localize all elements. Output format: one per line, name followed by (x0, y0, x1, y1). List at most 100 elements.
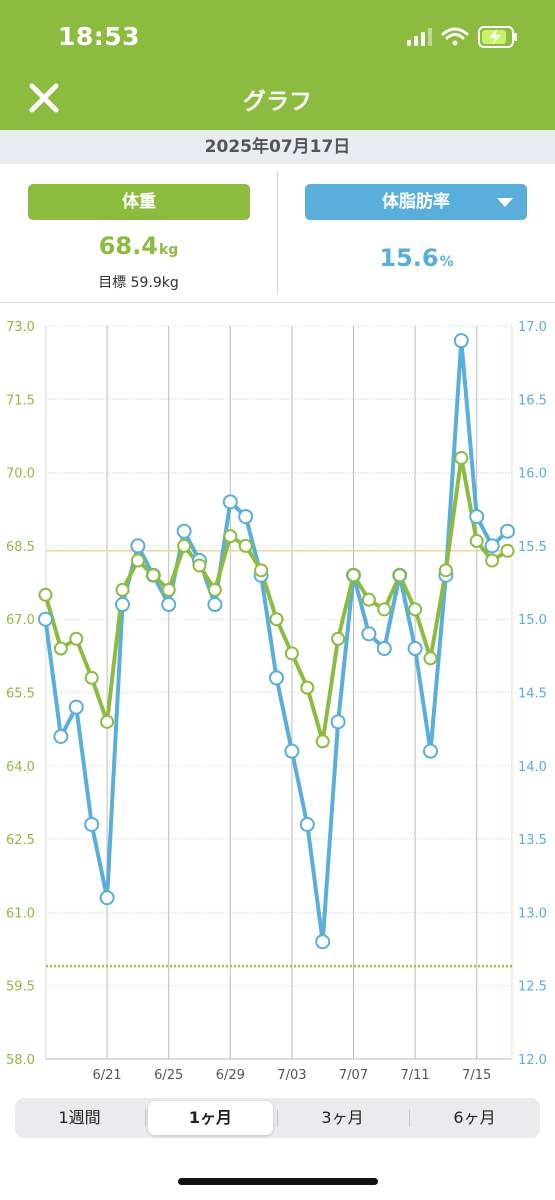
period-separator (145, 1109, 146, 1127)
period-3-months[interactable]: 3ヶ月 (321, 1108, 364, 1127)
y-right-tick-label: 16.0 (518, 467, 547, 482)
y-left-tick-label: 71.5 (6, 393, 35, 408)
x-tick-label: 7/15 (462, 1068, 491, 1083)
period-1-month[interactable]: 1ヶ月 (148, 1101, 273, 1135)
cellular-signal-icon (407, 28, 432, 46)
page-title: グラフ (243, 89, 312, 115)
x-tick-label: 7/07 (339, 1068, 368, 1083)
app-header: 18:53 (0, 0, 555, 130)
weight-button[interactable]: 体重 (28, 184, 250, 220)
body-fat-point (176, 523, 192, 539)
weight-point (84, 670, 99, 685)
weight-point (331, 631, 346, 646)
y-right-tick-label: 15.0 (518, 613, 547, 628)
body-fat-dropdown-label: 体脂肪率 (382, 192, 450, 212)
status-icons-svg (407, 26, 517, 48)
body-fat-point (299, 816, 315, 832)
body-fat-point (284, 743, 300, 759)
body-fat-point (222, 494, 238, 510)
date-label: 2025年07月17日 (0, 130, 555, 164)
body-fat-point (269, 670, 284, 686)
weight-point (130, 553, 145, 568)
body-fat-point (453, 333, 469, 349)
weight-number: 68.4 (98, 232, 158, 260)
body-fat-unit: % (439, 254, 454, 270)
body-fat-point (500, 523, 515, 539)
weight-value: 68.4kg (0, 232, 277, 260)
body-fat-value: 15.6% (278, 244, 555, 272)
y-left-tick-label: 59.5 (6, 980, 35, 995)
body-fat-point (469, 509, 485, 525)
y-left-tick-label: 61.0 (6, 906, 35, 921)
x-tick-label: 7/11 (400, 1068, 429, 1083)
body-fat-point (376, 641, 392, 657)
close-icon (29, 83, 59, 113)
weight-point (207, 582, 222, 597)
status-icons (407, 24, 519, 50)
y-left-tick-label: 64.0 (6, 760, 35, 775)
body-fat-point (361, 626, 377, 642)
weight-point (438, 563, 453, 578)
weight-point (377, 602, 392, 617)
y-left-tick-label: 67.0 (6, 613, 35, 628)
weight-point (454, 450, 469, 465)
weight-point (177, 538, 192, 553)
body-fat-point (484, 538, 500, 554)
weight-point (392, 568, 407, 583)
period-separator (277, 1109, 278, 1127)
y-right-tick-label: 14.0 (518, 760, 547, 775)
weight-point (38, 587, 53, 602)
weight-point (469, 534, 484, 549)
panel-divider (277, 172, 278, 294)
y-right-tick-label: 13.0 (518, 906, 547, 921)
y-right-tick-label: 15.5 (518, 540, 547, 555)
weight-series-line (43, 455, 509, 744)
body-fat-point (407, 641, 423, 657)
weight-point (500, 543, 515, 558)
battery-charging-icon (478, 26, 517, 48)
body-fat-point (99, 890, 115, 906)
y-left-tick-label: 65.5 (6, 687, 35, 702)
body-fat-point (161, 597, 177, 613)
y-left-tick-label: 68.5 (6, 540, 35, 555)
body-fat-dropdown[interactable]: 体脂肪率 (305, 184, 527, 220)
body-fat-panel: 体脂肪率 15.6% (278, 164, 555, 302)
weight-point (161, 582, 176, 597)
weight-point (485, 553, 500, 568)
body-fat-point (330, 714, 346, 730)
body-fat-point (207, 597, 223, 613)
weight-point (146, 568, 161, 583)
period-1-week[interactable]: 1週間 (58, 1108, 101, 1127)
weight-point (238, 538, 253, 553)
y-left-tick-label: 62.5 (6, 833, 35, 848)
weight-point (315, 734, 330, 749)
x-tick-label: 7/03 (277, 1068, 306, 1083)
weight-unit: kg (158, 242, 179, 258)
body-fat-point (84, 816, 100, 832)
weight-point (192, 558, 207, 573)
weight-point (100, 714, 115, 729)
period-selector: 1週間 1ヶ月 3ヶ月 6ヶ月 (15, 1098, 540, 1138)
weight-point (346, 568, 361, 583)
x-tick-label: 6/29 (216, 1068, 245, 1083)
section-divider (0, 302, 555, 303)
y-left-tick-label: 73.0 (6, 320, 35, 335)
period-6-months[interactable]: 6ヶ月 (453, 1108, 496, 1127)
weight-point (300, 680, 315, 695)
body-fat-point (423, 743, 438, 759)
y-left-tick-label: 70.0 (6, 467, 35, 482)
weight-fat-chart[interactable]: 73.0 71.5 70.0 68.5 67.0 65.5 64.0 62.5 61.0 59.5… (0, 303, 555, 1085)
weight-point (69, 631, 84, 646)
close-button[interactable] (26, 80, 62, 116)
weight-point (269, 612, 284, 627)
status-time: 18:53 (58, 22, 141, 51)
x-tick-label: 6/21 (92, 1068, 121, 1083)
weight-point (223, 529, 238, 544)
body-fat-point (315, 934, 331, 950)
y-right-tick-label: 14.5 (518, 687, 547, 702)
y-right-tick-label: 13.5 (518, 833, 547, 848)
chevron-down-icon (497, 198, 513, 207)
body-fat-point (68, 699, 84, 715)
body-fat-point (130, 538, 146, 554)
